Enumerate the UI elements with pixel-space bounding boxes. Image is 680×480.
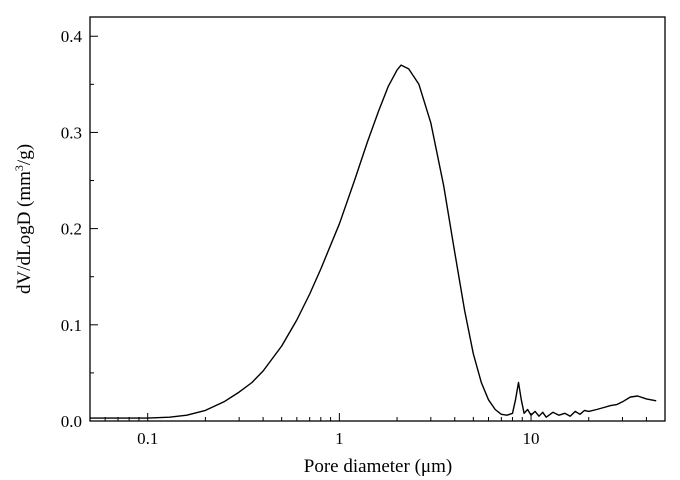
y-tick-label: 0.1: [61, 316, 82, 335]
y-tick-label: 0.4: [61, 27, 83, 46]
y-tick-label: 0.3: [61, 123, 82, 142]
y-tick-label: 0.0: [61, 412, 82, 431]
y-axis-ticks: 0.0 0.1 0.2 0.3 0.4: [61, 27, 98, 431]
y-axis-label-sup: 3: [12, 165, 26, 171]
y-tick-label: 0.2: [61, 220, 82, 239]
y-axis-label: dV/dLogD (mm3/g): [12, 144, 35, 294]
x-tick-label: 1: [335, 429, 344, 448]
x-tick-label: 0.1: [137, 429, 158, 448]
y-axis-label-tail: /g): [14, 144, 35, 165]
x-axis-ticks: 0.1 1 10: [89, 413, 666, 448]
series-line: [90, 64, 657, 419]
plot-frame: [89, 16, 666, 422]
x-tick-label: 10: [523, 429, 540, 448]
x-axis-label: Pore diameter (μm): [304, 456, 452, 477]
y-axis-label-main: dV/dLogD (mm: [14, 171, 35, 294]
